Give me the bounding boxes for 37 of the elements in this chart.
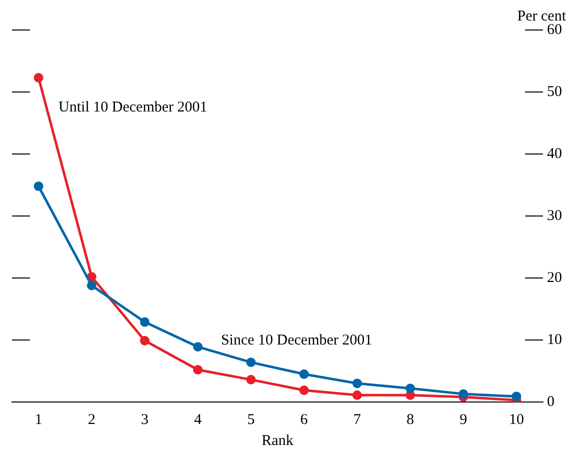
x-tick-label: 1: [34, 412, 42, 428]
point: [34, 181, 44, 191]
point: [458, 389, 468, 399]
series-label: Until 10 December 2001: [58, 100, 208, 116]
point: [352, 378, 362, 388]
x-axis-title: Rank: [262, 432, 294, 449]
x-tick-label: 6: [300, 412, 308, 428]
point: [406, 384, 415, 394]
x-tick-label: 2: [88, 412, 96, 428]
y-tick-label: 10: [547, 332, 562, 348]
y-tick-label: 0: [547, 394, 554, 410]
point: [140, 336, 150, 346]
y-tick-label: 50: [547, 84, 562, 100]
x-tick-label: 5: [247, 412, 255, 428]
y-tick-label: 40: [547, 146, 562, 162]
x-tick-label: 4: [194, 412, 202, 428]
point: [193, 365, 203, 375]
point: [352, 390, 362, 400]
x-tick-label: 8: [406, 412, 414, 428]
y-tick-label: 30: [547, 208, 562, 224]
point: [86, 280, 96, 290]
point: [140, 317, 150, 327]
y-tick-label: 60: [547, 22, 562, 38]
point: [34, 72, 44, 82]
point: [299, 369, 309, 379]
point: [246, 358, 256, 368]
y-axis-title: Per cent: [517, 8, 567, 24]
point: [512, 392, 522, 402]
y-tick-label: 20: [547, 270, 562, 286]
point: [193, 342, 203, 352]
point: [246, 374, 256, 384]
x-tick-label: 10: [508, 412, 524, 428]
x-tick-label: 9: [460, 412, 468, 428]
series-label: Since 10 December 2001: [220, 332, 372, 348]
x-tick-label: 3: [141, 412, 148, 428]
x-tick-label: 7: [353, 412, 362, 428]
point: [299, 385, 309, 395]
